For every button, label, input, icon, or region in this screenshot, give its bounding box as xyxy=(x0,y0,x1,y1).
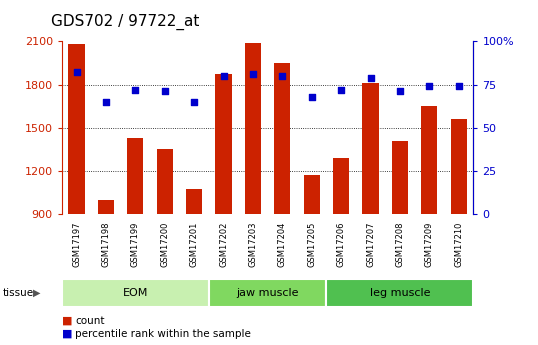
Point xyxy=(190,99,199,105)
Bar xyxy=(363,83,379,214)
Text: GSM17204: GSM17204 xyxy=(278,222,287,267)
Point xyxy=(249,71,257,77)
Point xyxy=(425,83,434,89)
FancyBboxPatch shape xyxy=(209,279,327,307)
Bar xyxy=(68,44,84,214)
Bar xyxy=(98,199,114,214)
Point xyxy=(337,87,345,92)
Text: GSM17207: GSM17207 xyxy=(366,222,375,267)
Text: GSM17209: GSM17209 xyxy=(425,222,434,267)
Text: GSM17197: GSM17197 xyxy=(72,222,81,267)
Point xyxy=(395,89,404,94)
Text: GSM17203: GSM17203 xyxy=(249,222,258,267)
Point xyxy=(366,75,375,80)
Text: GSM17205: GSM17205 xyxy=(307,222,316,267)
Point xyxy=(278,73,287,79)
Text: GSM17210: GSM17210 xyxy=(454,222,463,267)
Bar xyxy=(303,175,320,214)
Bar xyxy=(216,75,232,214)
Point xyxy=(160,89,169,94)
Text: EOM: EOM xyxy=(123,288,148,298)
Text: GSM17198: GSM17198 xyxy=(102,222,110,267)
Bar xyxy=(392,141,408,214)
Point xyxy=(72,70,81,75)
Bar xyxy=(157,149,173,214)
Point xyxy=(131,87,140,92)
Text: tissue: tissue xyxy=(3,288,34,298)
Bar xyxy=(128,138,144,214)
Text: ▶: ▶ xyxy=(33,288,41,298)
Text: GSM17208: GSM17208 xyxy=(395,222,405,267)
Bar xyxy=(274,63,291,214)
Point xyxy=(307,94,316,99)
FancyBboxPatch shape xyxy=(62,279,209,307)
Text: count: count xyxy=(75,316,105,326)
Text: GSM17206: GSM17206 xyxy=(337,222,345,267)
Bar xyxy=(245,43,261,214)
Text: jaw muscle: jaw muscle xyxy=(236,288,299,298)
Point xyxy=(220,73,228,79)
Text: GSM17201: GSM17201 xyxy=(190,222,199,267)
Text: ■: ■ xyxy=(62,316,73,326)
Text: GDS702 / 97722_at: GDS702 / 97722_at xyxy=(51,14,200,30)
FancyBboxPatch shape xyxy=(327,279,473,307)
Bar xyxy=(186,189,202,214)
Text: GSM17202: GSM17202 xyxy=(219,222,228,267)
Point xyxy=(102,99,110,105)
Bar xyxy=(421,106,437,214)
Text: leg muscle: leg muscle xyxy=(370,288,430,298)
Point xyxy=(455,83,463,89)
Text: percentile rank within the sample: percentile rank within the sample xyxy=(75,329,251,339)
Bar xyxy=(451,119,467,214)
Bar xyxy=(333,158,349,214)
Text: ■: ■ xyxy=(62,329,73,339)
Text: GSM17199: GSM17199 xyxy=(131,222,140,267)
Text: GSM17200: GSM17200 xyxy=(160,222,169,267)
